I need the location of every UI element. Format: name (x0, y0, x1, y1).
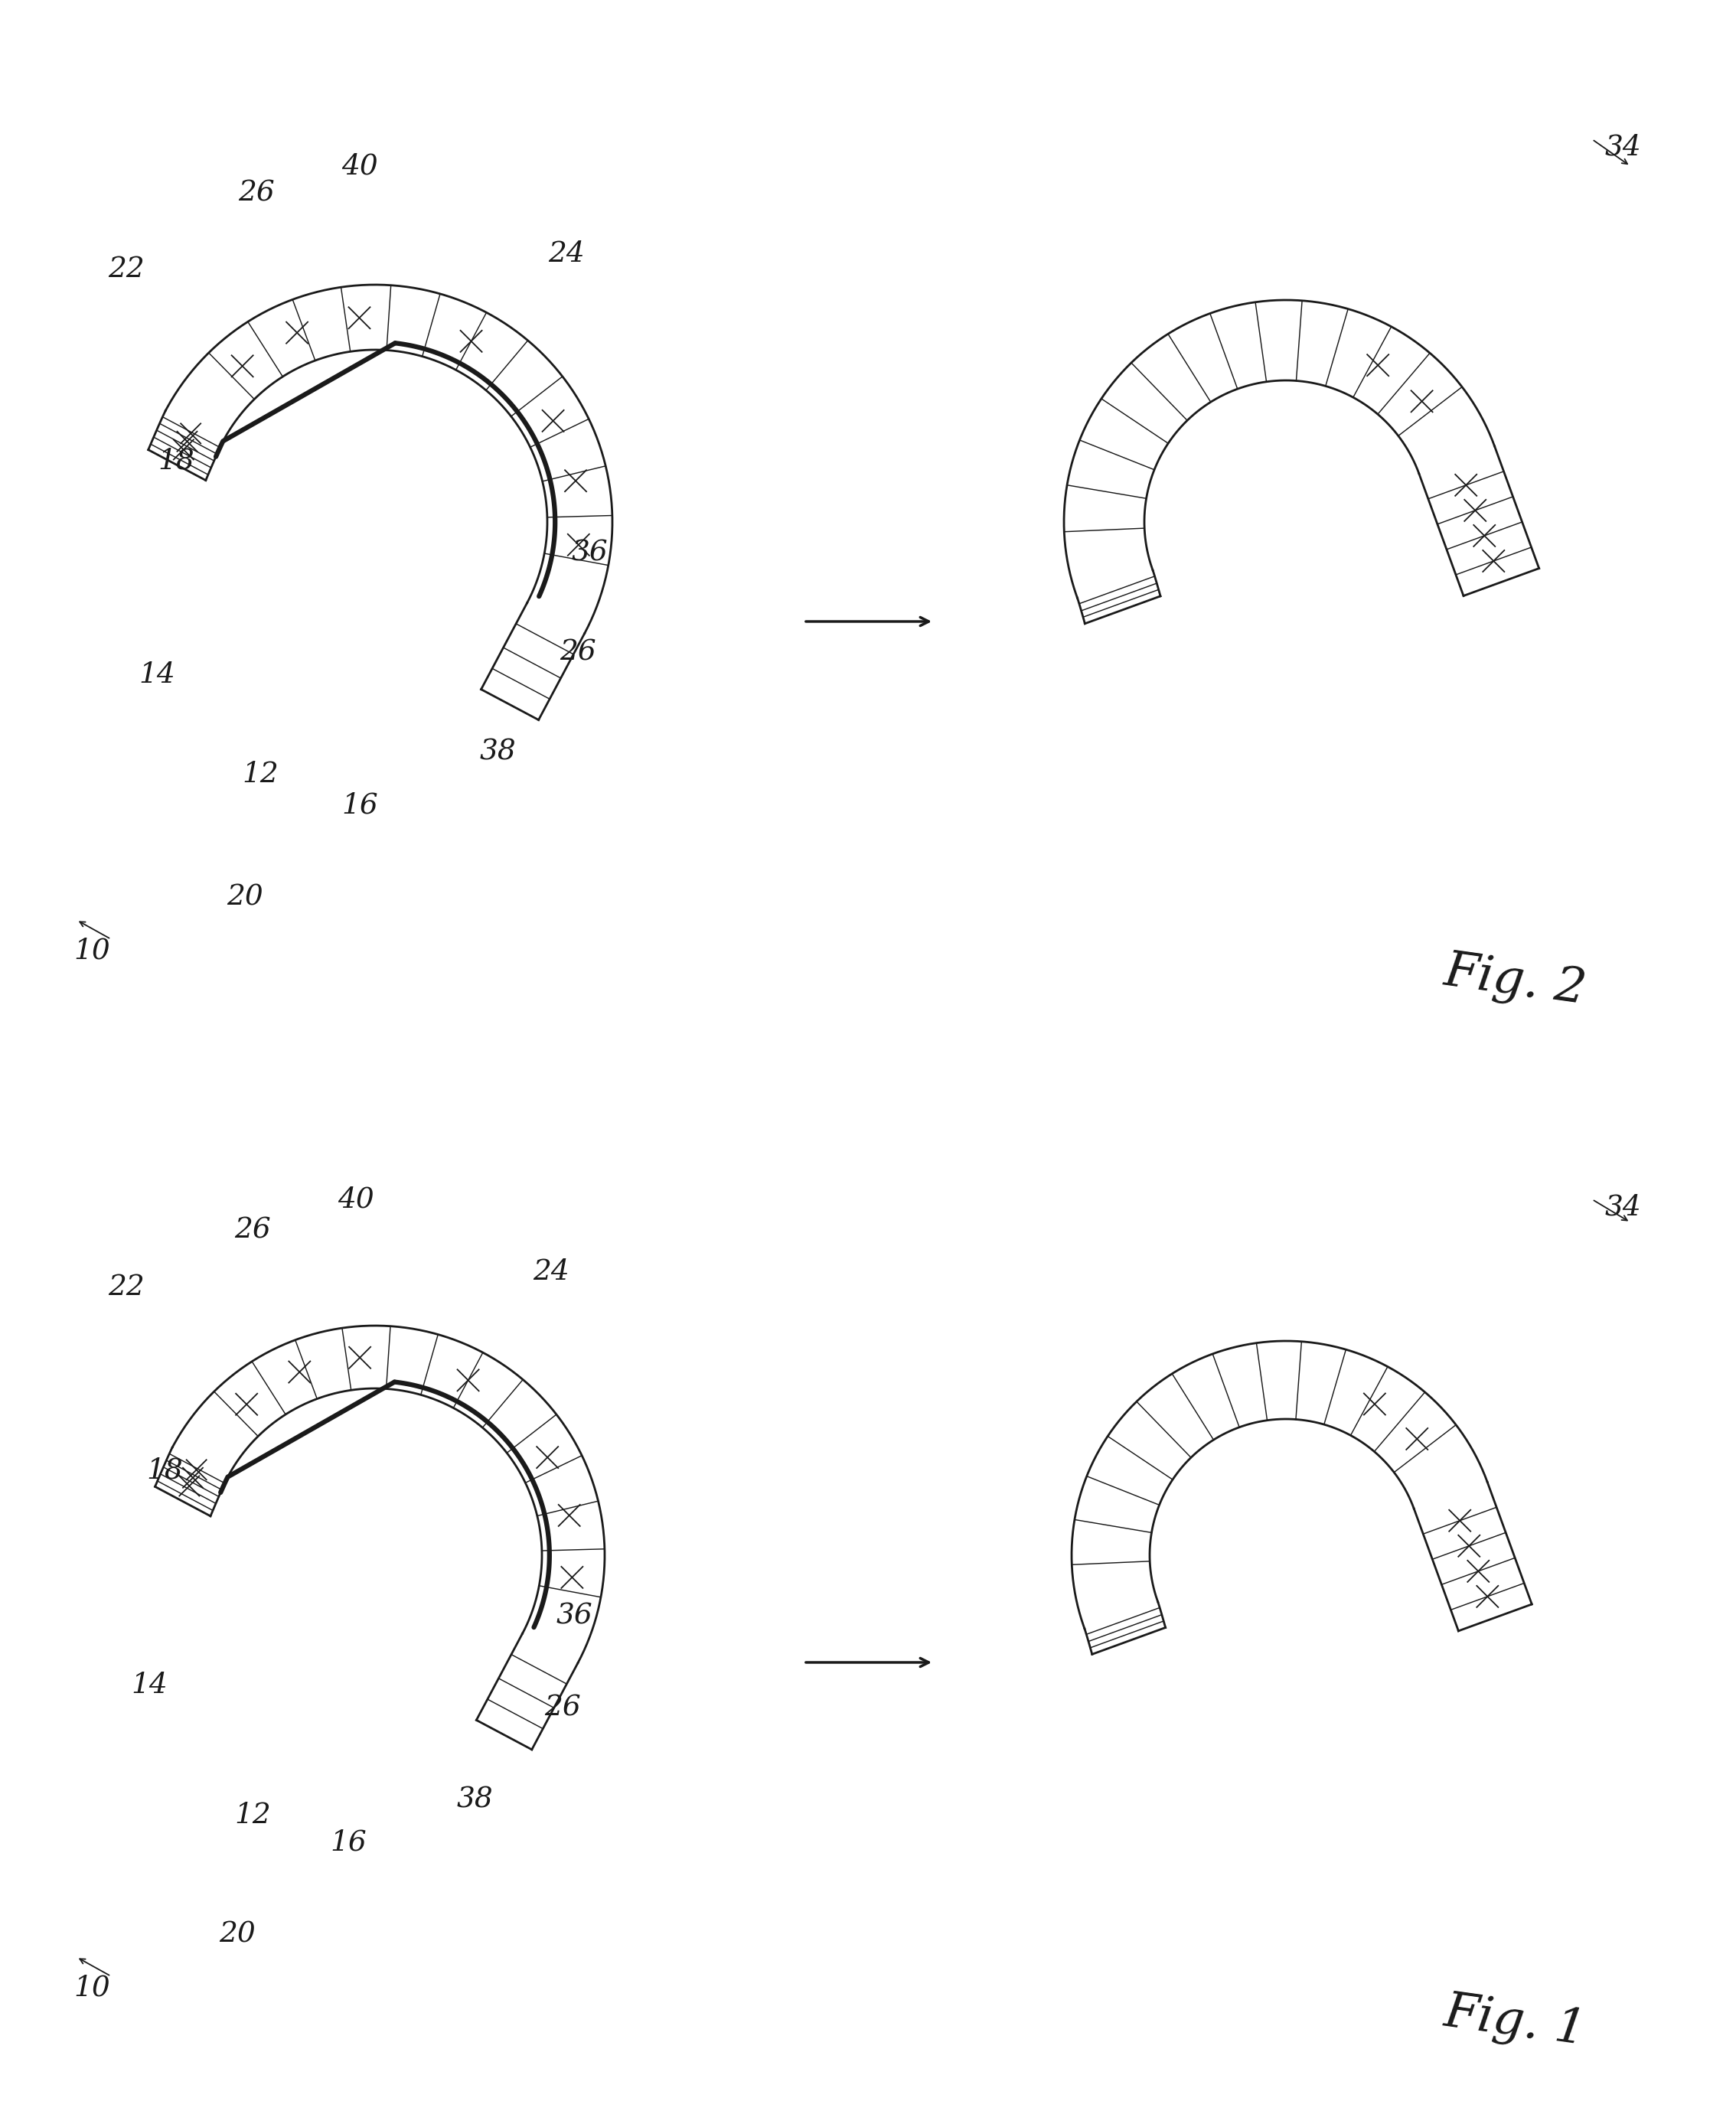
Text: 20: 20 (227, 884, 264, 911)
Text: Fig. 1: Fig. 1 (1441, 1989, 1590, 2055)
Text: 26: 26 (545, 1695, 582, 1723)
Text: Fig. 2: Fig. 2 (1441, 947, 1590, 1015)
Text: 22: 22 (108, 256, 144, 283)
Text: 26: 26 (234, 1216, 271, 1243)
Text: 10: 10 (73, 1974, 109, 2002)
Text: 40: 40 (337, 1186, 375, 1213)
Text: 18: 18 (158, 446, 194, 474)
Text: 40: 40 (342, 152, 378, 180)
Text: 34: 34 (1604, 133, 1641, 161)
Text: 38: 38 (457, 1786, 493, 1814)
Text: 36: 36 (571, 539, 608, 567)
Text: 38: 38 (479, 738, 516, 765)
Text: 14: 14 (130, 1672, 168, 1700)
Text: 10: 10 (73, 937, 109, 964)
Text: 18: 18 (146, 1457, 182, 1484)
Text: 22: 22 (108, 1273, 144, 1300)
Text: 26: 26 (559, 638, 595, 666)
Text: 34: 34 (1604, 1192, 1641, 1220)
Text: 12: 12 (234, 1801, 271, 1829)
Text: 36: 36 (556, 1602, 592, 1630)
Text: 16: 16 (342, 791, 378, 818)
Text: 20: 20 (219, 1920, 255, 1947)
Text: 14: 14 (139, 662, 175, 689)
Text: 16: 16 (330, 1829, 366, 1856)
Text: 24: 24 (549, 241, 585, 268)
Text: 26: 26 (238, 180, 274, 207)
Text: 24: 24 (533, 1258, 569, 1285)
Text: 12: 12 (241, 761, 278, 789)
